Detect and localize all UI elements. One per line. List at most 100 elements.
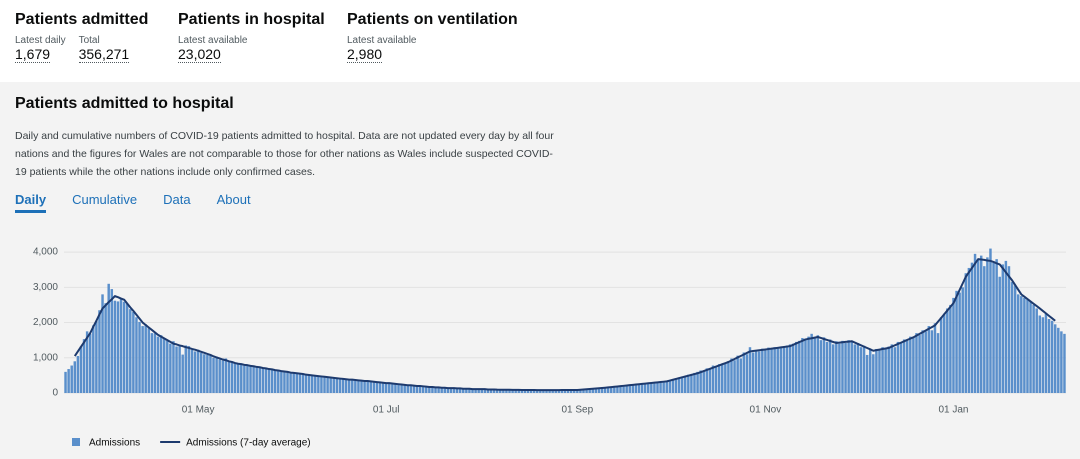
bar xyxy=(206,354,209,393)
bar xyxy=(881,347,884,393)
bar xyxy=(554,390,557,393)
metric-value[interactable]: 23,020 xyxy=(178,46,221,63)
metric: Patients on ventilation Latest available 2… xyxy=(347,11,518,64)
tab[interactable]: About xyxy=(216,192,251,207)
metric-value[interactable]: 1,679 xyxy=(15,46,51,63)
bar xyxy=(82,339,86,393)
bar xyxy=(810,333,813,393)
bar xyxy=(745,354,749,393)
bar xyxy=(946,308,949,393)
bar xyxy=(696,371,699,393)
bar xyxy=(523,390,527,393)
metric: Patients in hospital Latest available 23,0… xyxy=(178,11,325,64)
bar xyxy=(921,330,924,393)
bar xyxy=(418,385,422,393)
x-tick-label: 01 May xyxy=(182,405,215,416)
bar xyxy=(791,343,795,393)
bar xyxy=(520,389,524,393)
bar xyxy=(647,383,650,393)
bar xyxy=(517,390,520,393)
bar xyxy=(536,390,539,393)
bar xyxy=(162,338,166,393)
bar xyxy=(859,347,863,393)
bar xyxy=(273,370,277,393)
bar xyxy=(483,389,487,393)
bar xyxy=(1047,319,1051,393)
metric-item: Total 356,271 xyxy=(78,35,130,64)
bar xyxy=(970,262,974,393)
bar xyxy=(480,389,483,393)
bar xyxy=(983,266,986,393)
bar xyxy=(298,373,302,393)
bar xyxy=(437,387,440,393)
tab[interactable]: Daily xyxy=(15,192,47,213)
bar xyxy=(600,387,604,393)
bar xyxy=(708,369,712,393)
bar xyxy=(187,346,191,393)
bar xyxy=(95,320,98,393)
tab[interactable]: Data xyxy=(163,192,191,207)
bar xyxy=(1050,320,1054,393)
bar xyxy=(890,344,894,393)
tab[interactable]: Cumulative xyxy=(72,192,138,207)
bar xyxy=(822,337,826,393)
bar xyxy=(813,338,816,393)
bar xyxy=(548,390,551,393)
bar xyxy=(865,354,869,393)
bar xyxy=(721,364,724,393)
bar xyxy=(159,335,163,393)
bar xyxy=(690,375,693,393)
bar xyxy=(243,365,246,393)
bar xyxy=(462,388,465,393)
bar xyxy=(190,350,194,393)
bar xyxy=(1032,304,1035,393)
bar xyxy=(310,375,314,393)
bar xyxy=(905,340,909,393)
bar xyxy=(394,383,397,393)
bar xyxy=(184,345,188,393)
bar xyxy=(998,276,1001,393)
metric-value[interactable]: 2,980 xyxy=(347,46,383,63)
bar xyxy=(1060,331,1063,393)
bar xyxy=(835,341,838,393)
bar xyxy=(582,389,585,393)
bar xyxy=(868,348,872,393)
bar xyxy=(628,385,631,393)
bar xyxy=(699,370,702,393)
bar xyxy=(779,346,783,393)
bar xyxy=(684,376,687,393)
bar xyxy=(952,297,955,393)
bar xyxy=(776,348,779,393)
bar xyxy=(563,390,567,393)
bar xyxy=(113,300,117,393)
bar xyxy=(1026,299,1029,393)
bar xyxy=(637,384,641,393)
bar xyxy=(514,389,517,393)
bar xyxy=(532,389,536,393)
bar xyxy=(1063,333,1066,393)
bar xyxy=(751,352,755,393)
bar xyxy=(714,367,718,393)
bar xyxy=(101,294,104,393)
bar xyxy=(844,342,847,393)
bar xyxy=(412,385,416,393)
bar xyxy=(270,369,274,393)
bar xyxy=(236,364,240,393)
bar xyxy=(773,347,776,393)
bar xyxy=(76,356,80,393)
metric-value[interactable]: 356,271 xyxy=(78,46,130,63)
bar xyxy=(369,381,372,393)
bar xyxy=(440,387,443,393)
bar xyxy=(508,389,511,393)
bar xyxy=(591,388,594,393)
bar xyxy=(927,326,931,393)
bar xyxy=(384,383,388,393)
bar xyxy=(924,331,927,393)
metric-label: Total xyxy=(78,35,100,46)
bar xyxy=(125,303,129,393)
bar xyxy=(1023,297,1026,393)
bar xyxy=(557,390,561,393)
bar xyxy=(1013,285,1017,393)
bar xyxy=(576,389,579,393)
